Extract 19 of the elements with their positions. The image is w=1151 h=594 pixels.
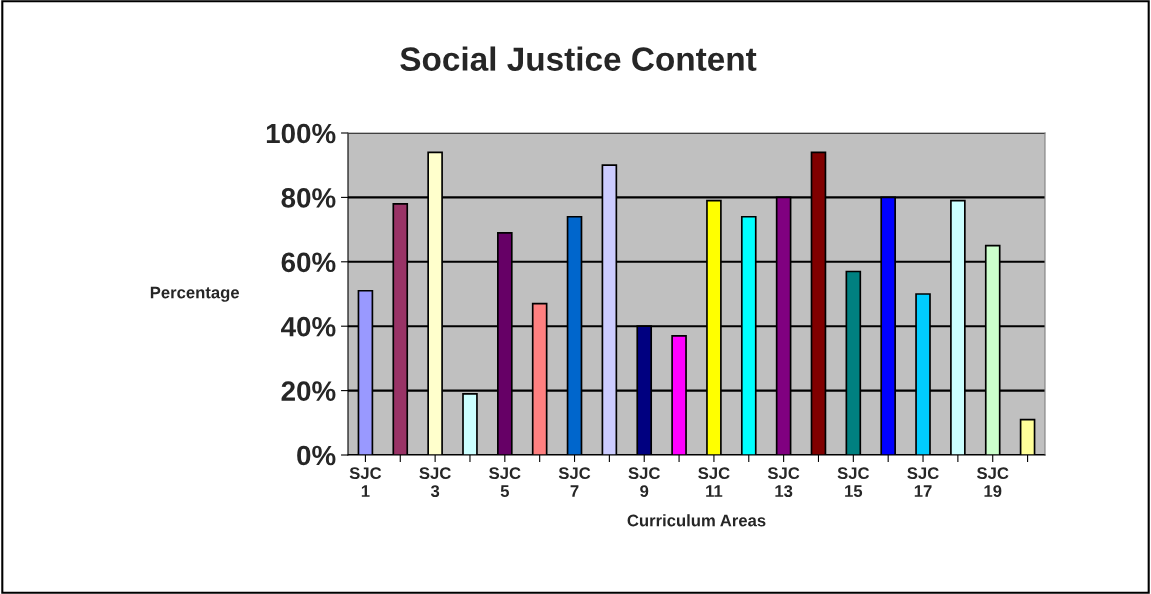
y-tick-label: 20% xyxy=(281,381,336,401)
y-tick-label: 60% xyxy=(281,252,336,273)
x-axis-title: Curriculum Areas xyxy=(627,514,766,527)
y-tick-label: 80% xyxy=(281,188,336,208)
x-tick-label: SJC 1 xyxy=(349,467,382,497)
y-axis-title: Percentage xyxy=(150,286,240,302)
y-tick-label: 40% xyxy=(281,316,336,337)
x-tick-label: SJC 13 xyxy=(767,467,800,498)
x-tick-label: SJC 19 xyxy=(976,467,1009,497)
y-tick-label: 100% xyxy=(266,123,336,144)
x-tick-label: SJC 7 xyxy=(558,467,591,497)
x-tick-label: SJC 15 xyxy=(837,467,870,497)
x-tick-label: SJC 5 xyxy=(489,467,521,497)
x-tick-label: SJC 9 xyxy=(628,467,660,497)
x-tick-label: SJC 17 xyxy=(907,467,939,497)
x-tick-label: SJC 3 xyxy=(419,467,451,498)
chart-title: Social Justice Content xyxy=(400,46,757,71)
y-tick-label: 0% xyxy=(297,445,336,466)
x-tick-label: SJC 11 xyxy=(698,467,730,497)
